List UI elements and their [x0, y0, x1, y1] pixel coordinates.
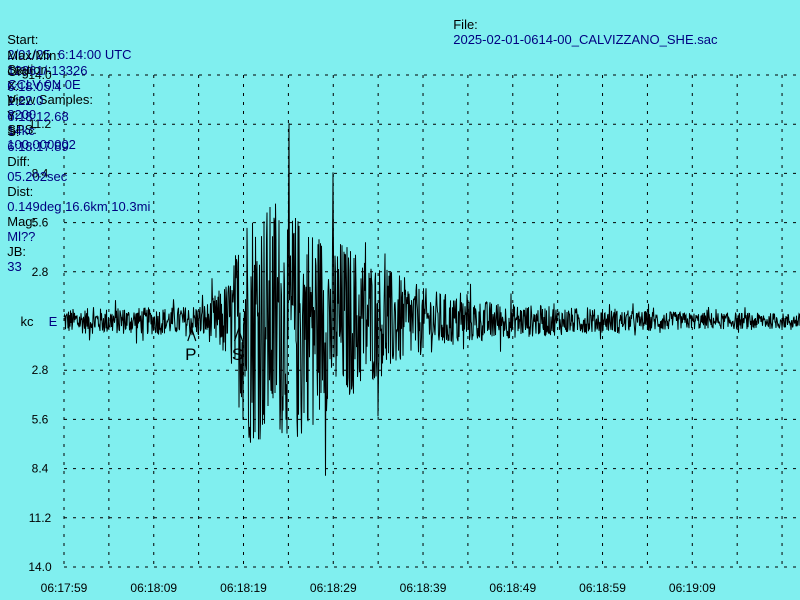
view-samples-value: 8200 — [7, 107, 37, 122]
channel-label: E — [49, 314, 58, 329]
start-line: Start: 2/01/25 6:14:00 UTC Station: CCLV… — [0, 17, 132, 152]
y-tick-label: 11.2 — [29, 117, 52, 131]
diff-value: 05.202sec — [7, 169, 68, 184]
y-label: Y: — [7, 108, 19, 123]
jb-label: JB: — [7, 244, 27, 259]
diff-label: Diff: — [7, 154, 31, 169]
s-label: S: — [7, 124, 20, 139]
file-line: File: 2025-02-01-0614-00_CALVIZZANO_SHE.… — [446, 2, 717, 47]
start-value: 2/01/25 6:14:00 UTC — [7, 47, 132, 62]
y-tick-label: 5.6 — [32, 412, 49, 426]
pick-marker-p — [187, 327, 197, 342]
x-tick-label: 06:18:29 — [310, 581, 357, 595]
jb-value: 33 — [7, 259, 22, 274]
y-tick-label: 2.8 — [32, 265, 49, 279]
maxmin-label: Max/Min: — [7, 48, 60, 63]
x-tick-label: 06:18:39 — [400, 581, 447, 595]
x-tick-label: 06:18:59 — [579, 581, 626, 595]
dist-label: Dist: — [7, 184, 34, 199]
view-samples-label: View Samples: — [7, 92, 93, 107]
file-value: 2025-02-01-0614-00_CALVIZZANO_SHE.sac — [453, 32, 718, 47]
p-value: 6:18:12.68 — [7, 109, 69, 124]
sps-value: 100.000002 — [7, 137, 76, 152]
y-tick-label: 8.4 — [32, 462, 49, 476]
x-tick-label: 06:18:09 — [130, 581, 177, 595]
start-label: Start: — [7, 32, 39, 47]
file-label: File: — [453, 17, 478, 32]
x-tick-label: 06:17:59 — [41, 581, 88, 595]
mag-label: Mag: — [7, 214, 37, 229]
sps-label: SPS: — [7, 122, 37, 137]
org-label: Org: — [7, 64, 33, 79]
waveform-trace — [63, 123, 800, 476]
x-value: 1:22.0 — [7, 93, 44, 108]
y-axis-unit-label: kc — [21, 314, 35, 329]
y-tick-label: 5.6 — [32, 216, 49, 230]
x-tick-label: 06:18:19 — [220, 581, 267, 595]
pick-label-s: S — [232, 345, 243, 364]
org-value: 6:18:05.4 — [7, 79, 62, 94]
p-label: P: — [7, 94, 20, 109]
y-value: 14kc — [7, 123, 35, 138]
mag-value: Ml?? — [7, 229, 36, 244]
maxmin-value: 12861/-13326 — [7, 63, 88, 78]
y-tick-label: 2.8 — [32, 363, 49, 377]
org-line: Org: 6:18:05.4 P: 6:18:12.68 S: 6:18:17.… — [0, 49, 150, 274]
x-tick-label: 06:19:09 — [669, 581, 716, 595]
y-tick-label: 14.0 — [28, 560, 52, 574]
dist-value: 0.149deg 16.6km 10.3mi — [7, 199, 151, 214]
s-value: 6:18:17.89 — [7, 139, 69, 154]
y-tick-label: 8.4 — [32, 166, 49, 180]
y-tick-label: 14.0 — [28, 68, 52, 82]
pick-marker-s — [233, 327, 244, 342]
x-tick-label: 06:18:49 — [489, 581, 536, 595]
station-value: CCLV 0N 0E — [7, 77, 81, 92]
pick-label-p: P — [185, 345, 196, 364]
station-label: Station: — [7, 62, 52, 77]
y-tick-label: 11.2 — [29, 511, 52, 525]
x-label: X: — [7, 78, 20, 93]
maxmin-line: Max/Min: 12861/-13326 X: 1:22.0 Y: 14kc — [0, 33, 87, 138]
